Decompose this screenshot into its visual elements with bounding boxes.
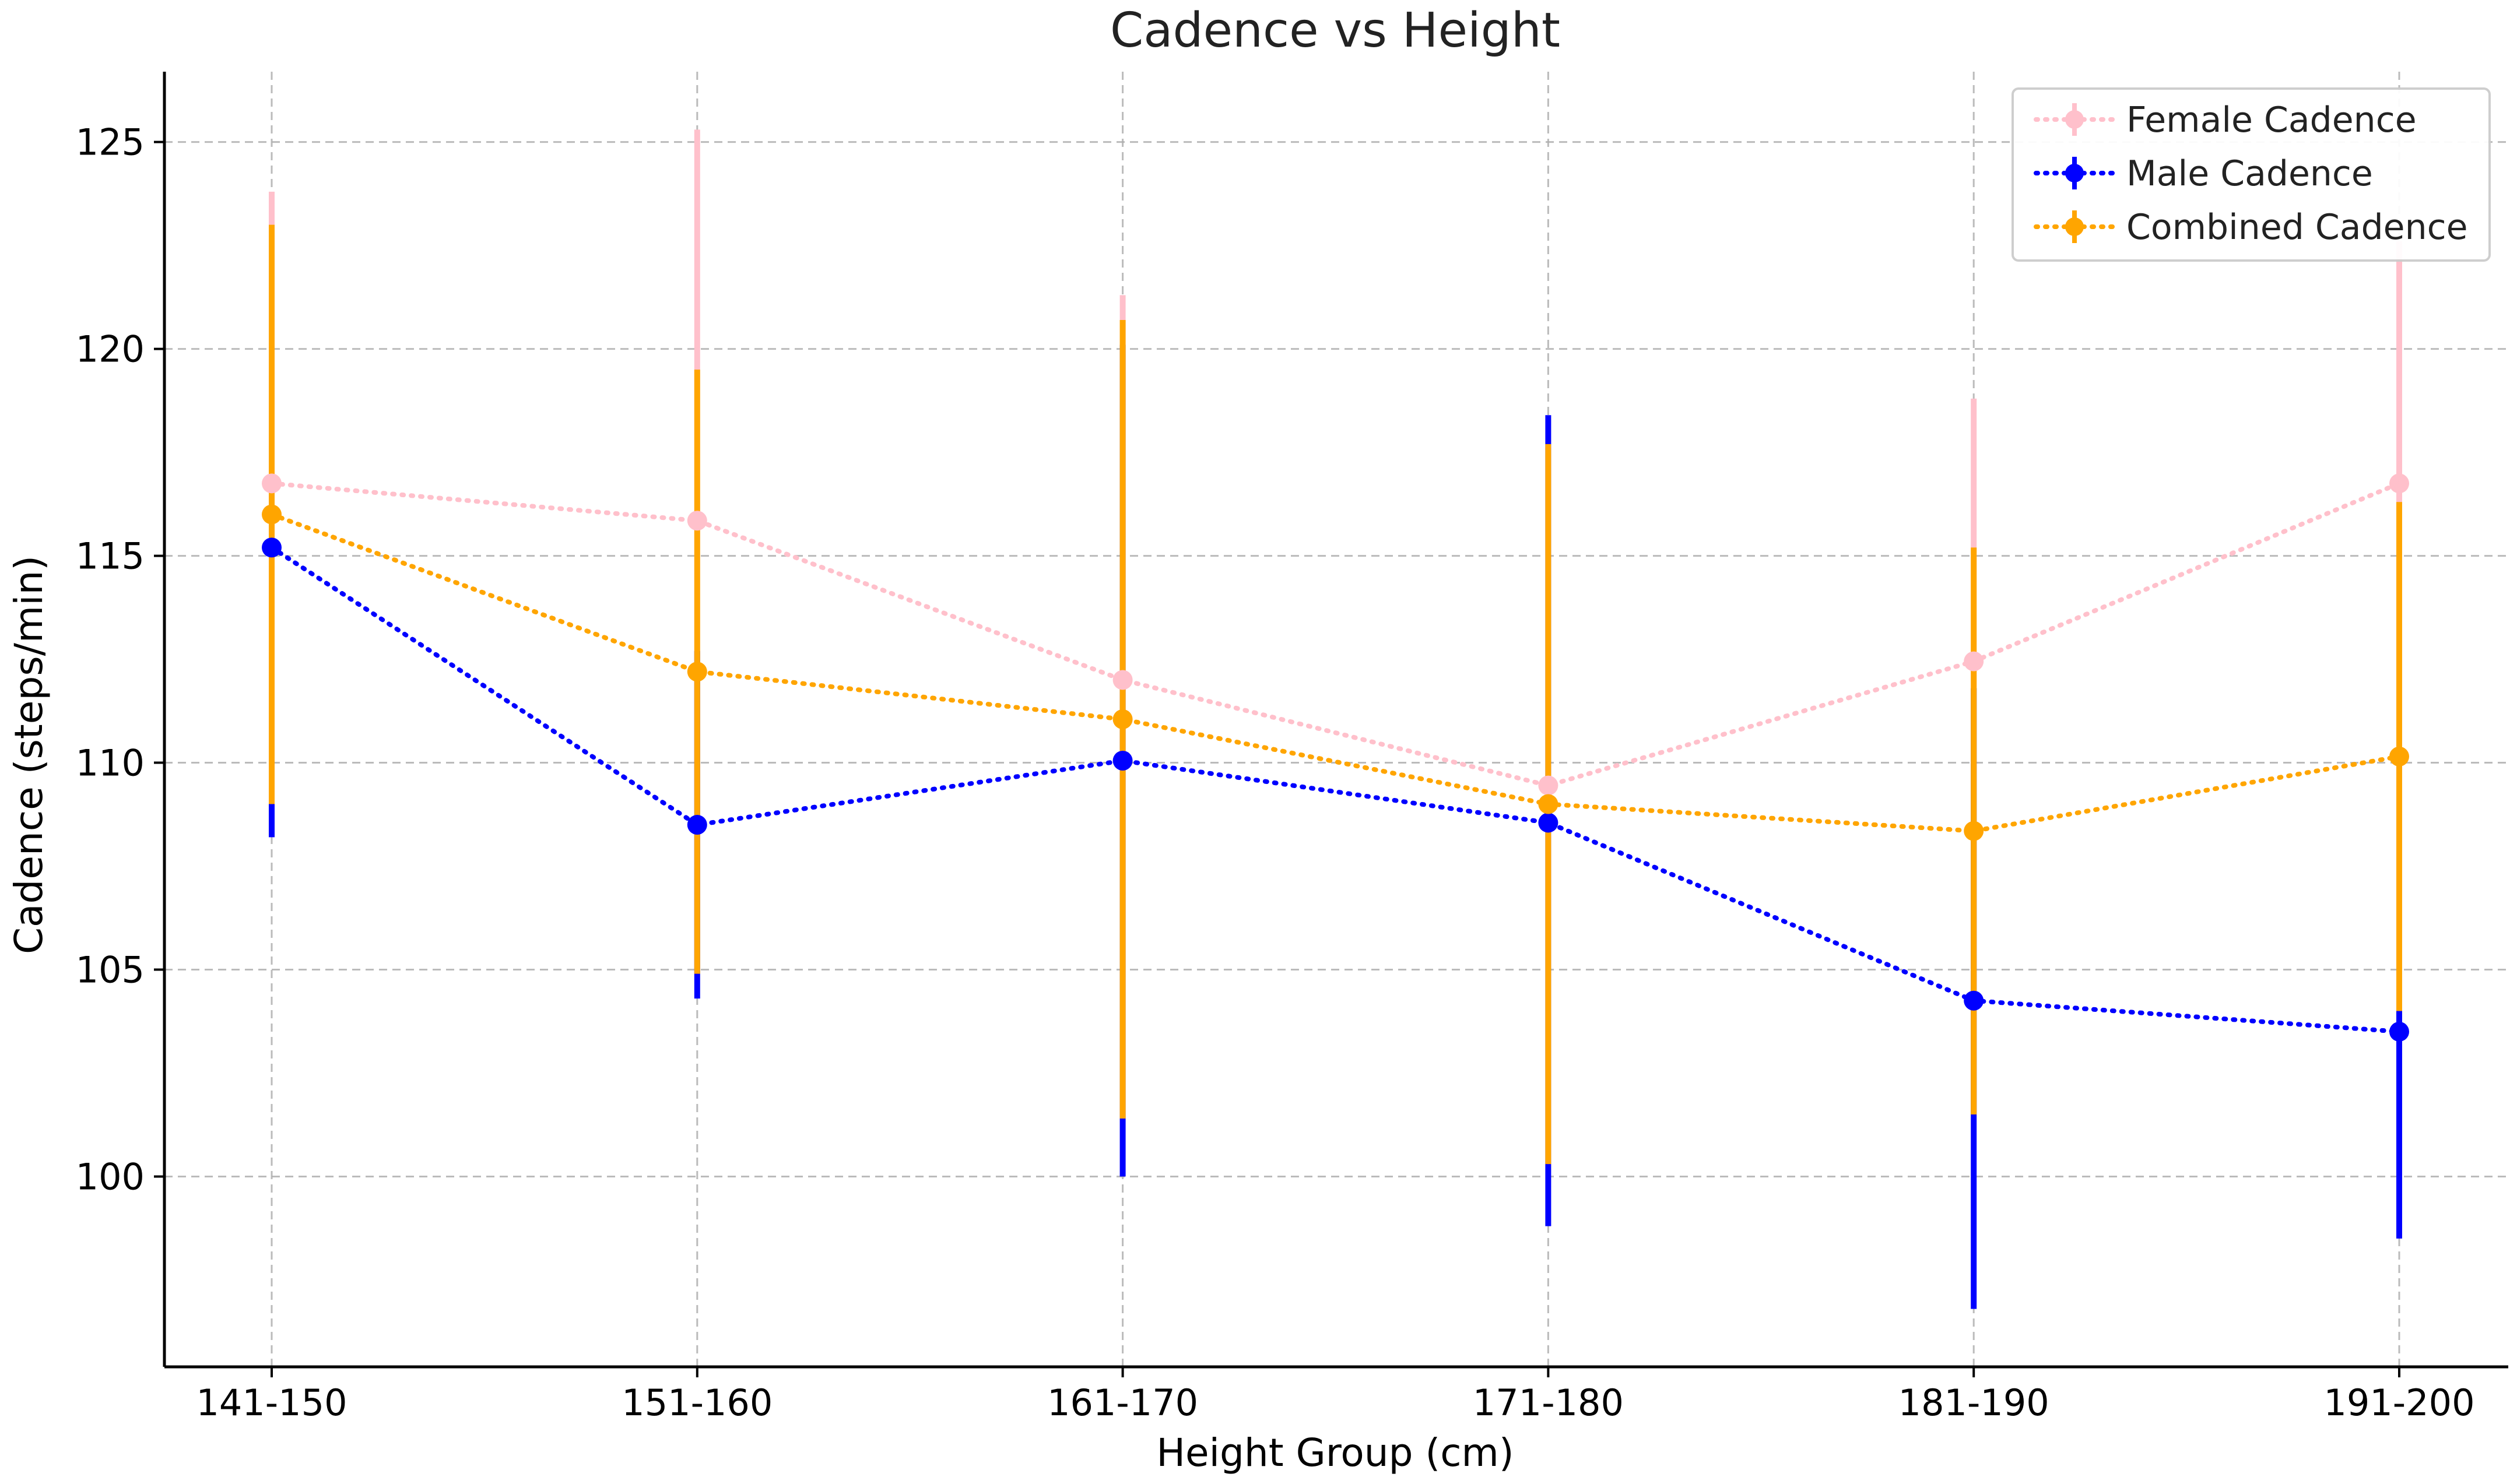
- female-cadence-point: [1538, 775, 1558, 796]
- x-tick-label: 161-170: [1047, 1381, 1198, 1424]
- chart-title: Cadence vs Height: [1110, 3, 1560, 58]
- legend-female-cadence-label: Female Cadence: [2126, 100, 2417, 140]
- female-cadence-point: [2389, 473, 2409, 494]
- female-cadence-point: [687, 511, 707, 531]
- legend-male-cadence-marker: [2065, 164, 2084, 182]
- axes: [154, 72, 2508, 1377]
- combined-cadence-point: [2389, 746, 2409, 766]
- y-tick-label: 115: [76, 535, 145, 578]
- male-cadence-point: [687, 815, 707, 835]
- combined-cadence-point: [1964, 821, 1984, 841]
- female-cadence-line: [269, 481, 2402, 788]
- x-tick-label: 141-150: [196, 1381, 347, 1424]
- combined-cadence-point: [1112, 709, 1133, 729]
- legend-female-cadence-marker: [2065, 110, 2084, 129]
- y-tick-label: 110: [76, 742, 145, 785]
- male-cadence-point: [1112, 750, 1133, 771]
- combined-cadence-point: [1538, 794, 1558, 814]
- male-cadence-point: [2389, 1021, 2409, 1042]
- y-tick-label: 100: [76, 1155, 145, 1198]
- legend-combined-cadence-marker: [2065, 217, 2084, 236]
- female-cadence-point: [1112, 670, 1133, 690]
- legend: Female Cadence Male Cadence Combined Caden…: [2012, 87, 2491, 262]
- legend-box: [2012, 87, 2491, 262]
- legend-combined-cadence-label: Combined Cadence: [2126, 207, 2468, 248]
- male-cadence-point: [1964, 990, 1984, 1011]
- male-cadence-line: [269, 545, 2402, 1034]
- female-cadence-point: [1964, 651, 1984, 671]
- combined-cadence-line: [269, 512, 2402, 834]
- x-tick-label: 181-190: [1898, 1381, 2049, 1424]
- legend-male-cadence-label: Male Cadence: [2126, 153, 2373, 194]
- y-tick-label: 105: [76, 948, 145, 991]
- x-axis-title: Height Group (cm): [1156, 1430, 1514, 1475]
- y-tick-label: 125: [76, 121, 145, 164]
- tick-labels: 100 105 110 115 120 125 141-150 151-160 161-170 1…: [76, 121, 2475, 1424]
- x-tick-label: 191-200: [2323, 1381, 2474, 1424]
- male-cadence-point: [262, 537, 282, 558]
- combined-cadence-point: [687, 662, 707, 682]
- x-tick-label: 171-180: [1473, 1381, 1624, 1424]
- female-cadence-point: [262, 473, 282, 494]
- x-tick-label: 151-160: [622, 1381, 773, 1424]
- series-markers: [262, 473, 2409, 1042]
- y-tick-label: 120: [76, 328, 145, 371]
- combined-cadence-point: [262, 504, 282, 525]
- y-axis-title: Cadence (steps/min): [6, 555, 51, 954]
- series-lines: [269, 481, 2402, 1034]
- male-cadence-point: [1538, 813, 1558, 833]
